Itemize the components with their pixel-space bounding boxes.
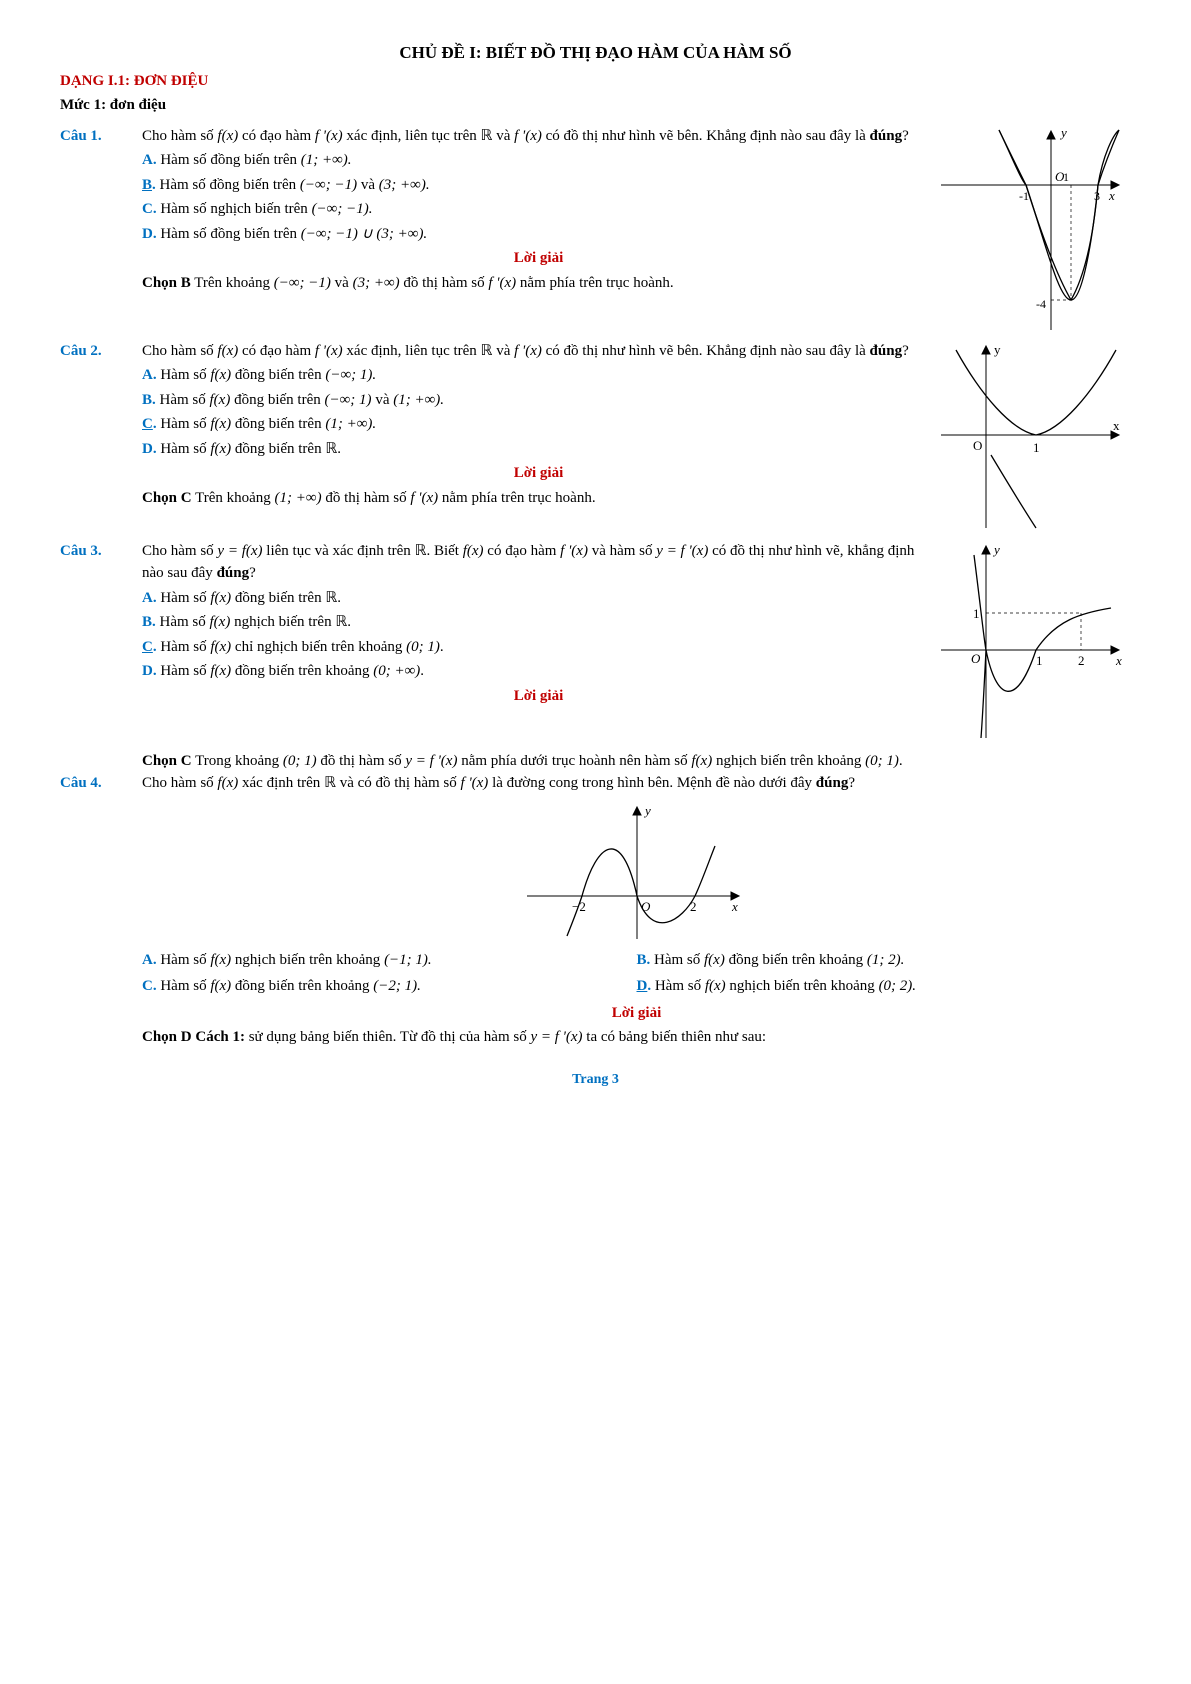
solution-label: Lời giải — [142, 462, 935, 485]
question-body: Cho hàm số y = f(x) liên tục và xác định… — [142, 540, 935, 710]
option-c: C. Hàm số nghịch biến trên (−∞; −1). — [142, 198, 935, 221]
svg-text:1: 1 — [973, 606, 980, 621]
question-stem: Cho hàm số y = f(x) liên tục và xác định… — [142, 540, 935, 585]
option-b: B. Hàm số f(x) nghịch biến trên ℝ. — [142, 611, 935, 634]
graph-q4: x y O −2 2 — [527, 801, 747, 941]
solution-label: Lời giải — [142, 1002, 1131, 1025]
svg-text:y: y — [994, 342, 1001, 357]
solution-text: Chọn D Cách 1: sử dụng bảng biến thiên. … — [142, 1026, 1131, 1049]
level-title: Mức 1: đơn điệu — [60, 94, 1131, 117]
question-body: Cho hàm số f(x) có đạo hàm f '(x) xác đị… — [142, 125, 935, 295]
solution-label: Lời giải — [142, 247, 935, 270]
option-d: D. Hàm số f(x) đồng biến trên ℝ. — [142, 438, 935, 461]
question-number: Câu 2. — [60, 340, 142, 363]
options-q4: A. Hàm số f(x) nghịch biến trên khoảng (… — [142, 947, 1131, 1000]
svg-text:2: 2 — [690, 899, 697, 914]
option-b: B. Hàm số f(x) đồng biến trên khoảng (1;… — [637, 949, 1132, 972]
solution-text-q3: Chọn C Trong khoảng (0; 1) đồ thị hàm số… — [142, 750, 1131, 773]
page-footer: Trang 3 — [60, 1069, 1131, 1090]
svg-text:y: y — [1059, 125, 1067, 140]
question-stem: Cho hàm số f(x) có đạo hàm f '(x) xác đị… — [142, 125, 935, 148]
question-body: Cho hàm số f(x) xác định trên ℝ và có đồ… — [142, 772, 1131, 1049]
figure-q1: x y O 1 -1 3 -4 — [941, 125, 1131, 330]
figure-q2: x y O 1 — [941, 340, 1131, 530]
svg-text:x: x — [1108, 188, 1115, 203]
svg-text:-4: -4 — [1036, 297, 1046, 311]
question-stem: Cho hàm số f(x) xác định trên ℝ và có đồ… — [142, 772, 1131, 795]
question-1: Câu 1. Cho hàm số f(x) có đạo hàm f '(x)… — [60, 125, 1131, 330]
svg-text:2: 2 — [1078, 653, 1085, 668]
solution-label: Lời giải — [142, 685, 935, 708]
svg-text:y: y — [992, 542, 1000, 557]
option-a: A. Hàm số f(x) đồng biến trên ℝ. — [142, 587, 935, 610]
figure-q4: x y O −2 2 — [142, 801, 1131, 941]
question-2: Câu 2. Cho hàm số f(x) có đạo hàm f '(x)… — [60, 340, 1131, 530]
svg-text:1: 1 — [1063, 170, 1069, 184]
section-title: DẠNG I.1: ĐƠN ĐIỆU — [60, 70, 1131, 93]
question-number: Câu 4. — [60, 772, 142, 795]
question-number: Câu 3. — [60, 540, 142, 563]
question-3: Câu 3. Cho hàm số y = f(x) liên tục và x… — [60, 540, 1131, 740]
figure-q3: x y O 1 1 2 — [941, 540, 1131, 740]
option-a: A. Hàm số đồng biến trên (1; +∞). — [142, 149, 935, 172]
option-a: A. Hàm số f(x) nghịch biến trên khoảng (… — [142, 949, 637, 972]
question-4: Câu 4. Cho hàm số f(x) xác định trên ℝ v… — [60, 772, 1131, 1049]
option-d: D. Hàm số f(x) đồng biến trên khoảng (0;… — [142, 660, 935, 683]
solution-text: Chọn C Trên khoảng (1; +∞) đồ thị hàm số… — [142, 487, 935, 510]
chapter-title: CHỦ ĐỀ I: BIẾT ĐỒ THỊ ĐẠO HÀM CỦA HÀM SỐ — [60, 40, 1131, 66]
question-number: Câu 1. — [60, 125, 142, 148]
svg-text:x: x — [731, 899, 738, 914]
svg-text:O: O — [971, 651, 981, 666]
svg-text:x: x — [1115, 653, 1122, 668]
option-d: D. Hàm số f(x) nghịch biến trên khoảng (… — [637, 975, 1132, 998]
option-c: C. Hàm số f(x) đồng biến trên (1; +∞). — [142, 413, 935, 436]
option-b: B. Hàm số f(x) đồng biến trên (−∞; 1) và… — [142, 389, 935, 412]
question-body: Cho hàm số f(x) có đạo hàm f '(x) xác đị… — [142, 340, 935, 510]
option-a: A. Hàm số f(x) đồng biến trên (−∞; 1). — [142, 364, 935, 387]
solution-text: Chọn B Trên khoảng (−∞; −1) và (3; +∞) đ… — [142, 272, 935, 295]
svg-text:x: x — [1113, 418, 1120, 433]
option-c: C. Hàm số f(x) chỉ nghịch biến trên khoả… — [142, 636, 935, 659]
svg-text:1: 1 — [1033, 440, 1040, 455]
option-c: C. Hàm số f(x) đồng biến trên khoảng (−2… — [142, 975, 637, 998]
graph-q1: x y O 1 -1 3 -4 — [941, 125, 1126, 330]
svg-text:O: O — [973, 438, 982, 453]
graph-q2: x y O 1 — [941, 340, 1126, 530]
option-b: B. Hàm số đồng biến trên (−∞; −1) và (3;… — [142, 174, 935, 197]
option-d: D. Hàm số đồng biến trên (−∞; −1) ∪ (3; … — [142, 223, 935, 246]
graph-q3: x y O 1 1 2 — [941, 540, 1126, 740]
question-stem: Cho hàm số f(x) có đạo hàm f '(x) xác đị… — [142, 340, 935, 363]
svg-text:O: O — [641, 899, 651, 914]
svg-text:y: y — [643, 803, 651, 818]
svg-text:1: 1 — [1036, 653, 1043, 668]
